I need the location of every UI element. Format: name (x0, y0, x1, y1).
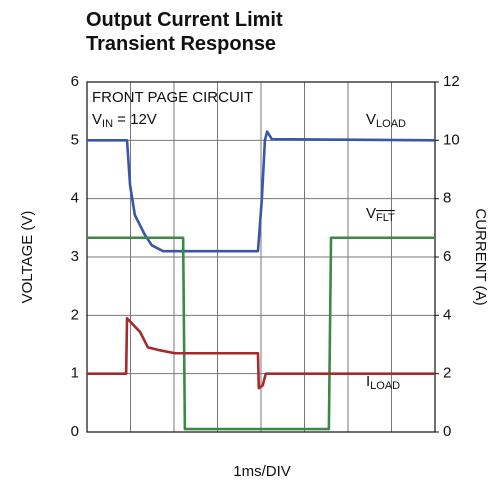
y2-tick-label: 2 (443, 365, 451, 382)
annotation-part: V (92, 111, 102, 128)
y-tick-label: 3 (71, 248, 79, 265)
annotation: FRONT PAGE CIRCUIT (92, 89, 253, 106)
y2-tick-label: 4 (443, 306, 451, 323)
y2-axis-label: CURRENT (A) (472, 208, 489, 305)
series-name-sub: LOAD (376, 118, 406, 130)
y2-tick-label: 8 (443, 190, 451, 207)
chart-title: Output Current Limit Transient Response (86, 9, 283, 55)
y2-tick-label: 6 (443, 248, 451, 265)
y2-tick-label: 0 (443, 423, 451, 440)
series-label: ILOAD (366, 373, 400, 392)
x-axis-label: 1ms/DIV (233, 463, 291, 480)
series-name-sub: FLT (376, 212, 395, 224)
annotation: VIN = 12V (92, 111, 157, 130)
y-axis-label: VOLTAGE (V) (19, 211, 36, 304)
series-label: VFLT (366, 205, 395, 224)
y-tick-label: 0 (71, 423, 79, 440)
annotation-sub: IN (102, 118, 113, 130)
line (87, 236, 435, 431)
y2-tick-label: 12 (443, 73, 460, 90)
line (87, 316, 435, 390)
line (87, 130, 436, 253)
series-name-sub: LOAD (370, 380, 400, 392)
y-tick-label: 4 (71, 190, 79, 207)
series-name: V (366, 111, 376, 128)
plot-frame (86, 81, 436, 433)
y-tick-label: 1 (71, 365, 79, 382)
annotation-part: = 12V (113, 111, 157, 128)
y-tick-label: 2 (71, 306, 79, 323)
y-tick-label: 5 (71, 131, 79, 148)
series-name: V (366, 205, 376, 222)
series-name: I (366, 373, 370, 390)
series-label: VLOAD (366, 111, 406, 130)
y-tick-label: 6 (71, 73, 79, 90)
y2-tick-label: 10 (443, 131, 460, 148)
